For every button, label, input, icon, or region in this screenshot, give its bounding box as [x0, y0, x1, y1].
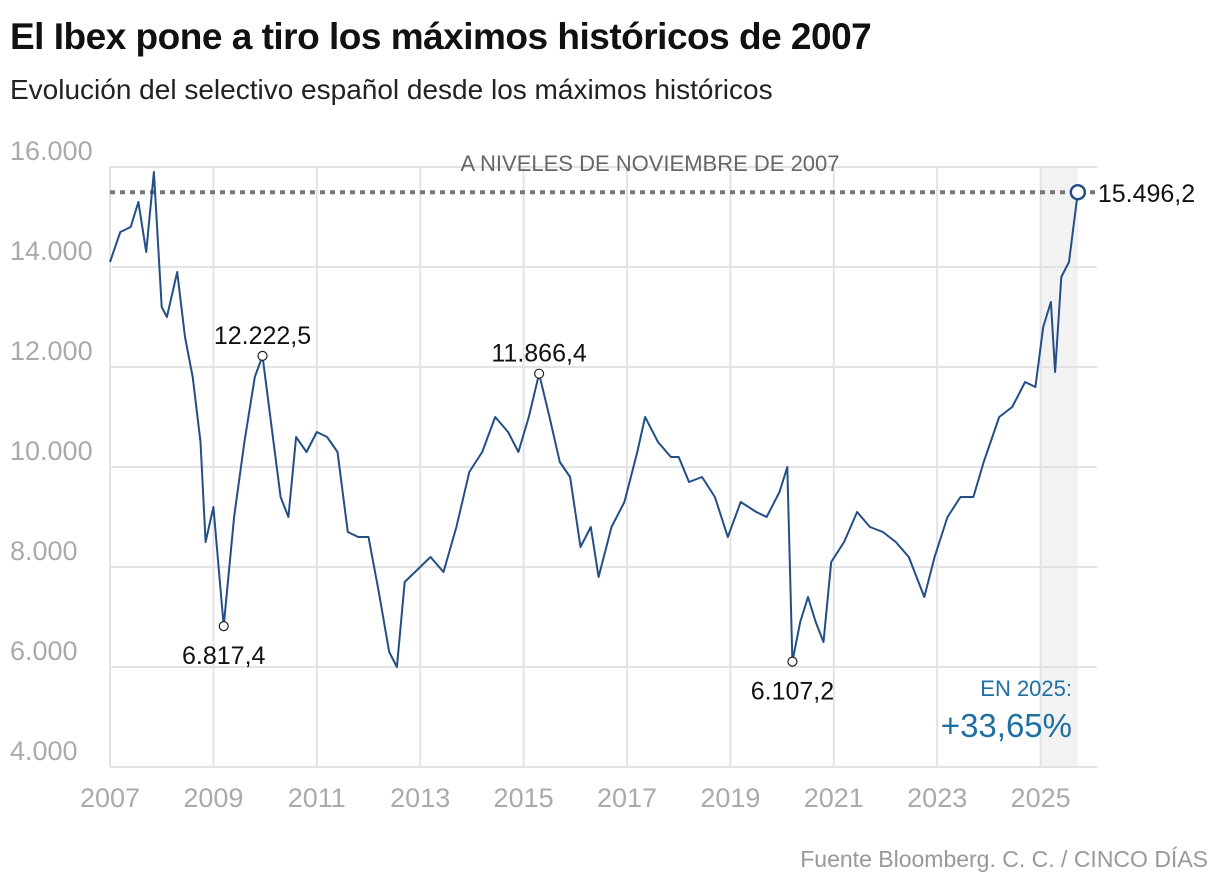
callout-value: +33,65% — [941, 707, 1072, 744]
chart-title: El Ibex pone a tiro los máximos históric… — [10, 16, 872, 57]
annotation-label: 6.817,4 — [182, 642, 266, 670]
x-tick-label: 2019 — [700, 783, 760, 813]
x-tick-label: 2011 — [288, 783, 346, 813]
x-tick-label: 2009 — [183, 783, 243, 813]
y-tick-label: 12.000 — [10, 336, 93, 366]
x-tick-label: 2017 — [597, 783, 657, 813]
annotation-label: 6.107,2 — [751, 678, 834, 706]
annotation-marker — [218, 621, 229, 632]
source-note: Fuente Bloomberg. C. C. / CINCO DÍAS — [800, 846, 1208, 872]
annotation-label: 15.496,2 — [1098, 180, 1195, 208]
ibex-series-line — [109, 171, 1079, 668]
annotation-marker — [534, 368, 545, 379]
x-tick-label: 2025 — [1011, 783, 1071, 813]
x-tick-label: 2021 — [804, 783, 864, 813]
x-tick-label: 2007 — [80, 783, 140, 813]
chart-subtitle: Evolución del selectivo español desde lo… — [10, 74, 773, 105]
annotation-marker — [1069, 183, 1087, 201]
y-tick-label: 8.000 — [10, 536, 78, 566]
y-tick-label: 4.000 — [10, 736, 78, 766]
callout-label: EN 2025: — [980, 676, 1072, 701]
annotation-label: 12.222,5 — [214, 322, 311, 350]
y-tick-label: 10.000 — [10, 436, 93, 466]
reference-line-label: A NIVELES DE NOVIEMBRE DE 2007 — [460, 151, 839, 176]
annotation-label: 11.866,4 — [491, 340, 587, 368]
y-tick-label: 14.000 — [10, 236, 93, 266]
y-tick-label: 6.000 — [10, 636, 78, 666]
x-tick-label: 2023 — [907, 783, 967, 813]
annotation-marker — [787, 656, 798, 667]
annotation-marker — [257, 350, 268, 361]
y-tick-label: 16.000 — [10, 136, 93, 166]
x-tick-label: 2015 — [494, 783, 554, 813]
x-tick-label: 2013 — [390, 783, 450, 813]
